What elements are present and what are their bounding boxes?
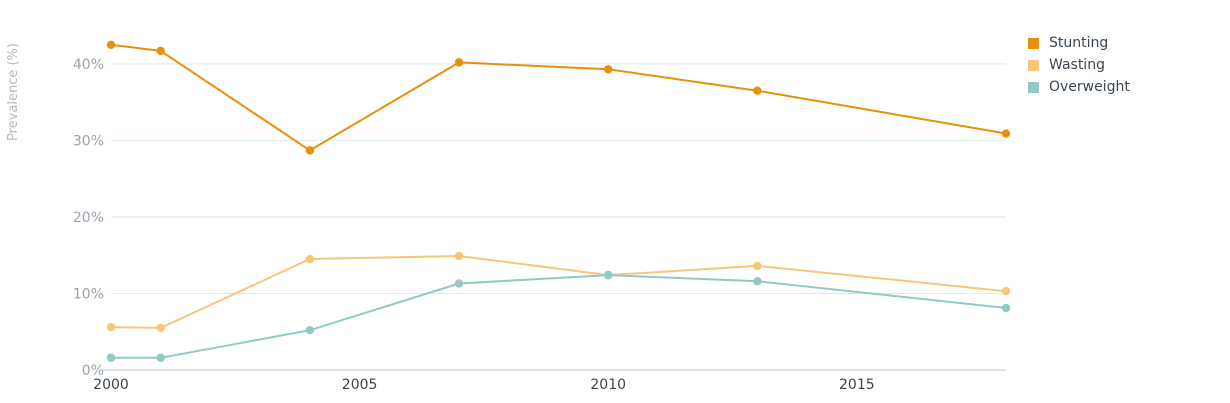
legend-item-wasting: Wasting [1028,54,1130,76]
y-tick-label: 20% [73,210,104,226]
data-point [305,254,315,264]
series-line [111,274,1007,359]
x-tick-label: 2005 [342,377,378,393]
data-point [454,251,464,261]
data-point [106,353,116,362]
legend: Stunting Wasting Overweight [1028,32,1130,98]
legend-swatch [1028,37,1039,49]
data-point [156,323,165,333]
data-point [604,65,613,74]
data-point [753,86,762,95]
data-point [1001,129,1011,138]
legend-label: Overweight [1049,79,1130,95]
data-point [604,270,613,280]
data-point [1001,286,1011,296]
series-stunting [106,40,1011,155]
y-tick-label: 10% [73,286,104,302]
data-point [156,46,165,56]
legend-item-overweight: Overweight [1028,76,1130,98]
data-point [305,326,315,335]
data-point [305,146,315,155]
legend-item-stunting: Stunting [1028,32,1130,54]
series-line [110,255,1007,329]
y-tick-label: 0% [82,363,104,379]
series-overweight [106,270,1011,362]
x-axis-ticks: 2000 2005 2010 2015 [93,377,874,393]
data-point [753,277,762,286]
y-axis-ticks: 0% 10% 20% 30% 40% [73,57,104,379]
y-tick-label: 30% [73,133,104,149]
y-tick-label: 40% [73,57,104,73]
data-point [106,40,116,49]
y-axis-label: Prevalence (%) [6,43,21,141]
legend-label: Stunting [1049,35,1109,51]
data-point [156,353,165,362]
x-tick-label: 2015 [839,377,875,393]
data-point [106,322,116,332]
legend-swatch [1028,59,1039,71]
gridlines [111,63,1006,294]
legend-label: Wasting [1049,57,1105,73]
x-tick-label: 2000 [93,377,129,393]
data-point [1001,303,1011,313]
series-lines [106,40,1011,362]
legend-swatch [1028,81,1039,93]
data-point [454,279,464,288]
x-tick-label: 2010 [590,377,626,393]
data-point [753,261,762,271]
series-line [110,43,1007,152]
data-point [454,58,464,67]
series-wasting [106,251,1011,333]
